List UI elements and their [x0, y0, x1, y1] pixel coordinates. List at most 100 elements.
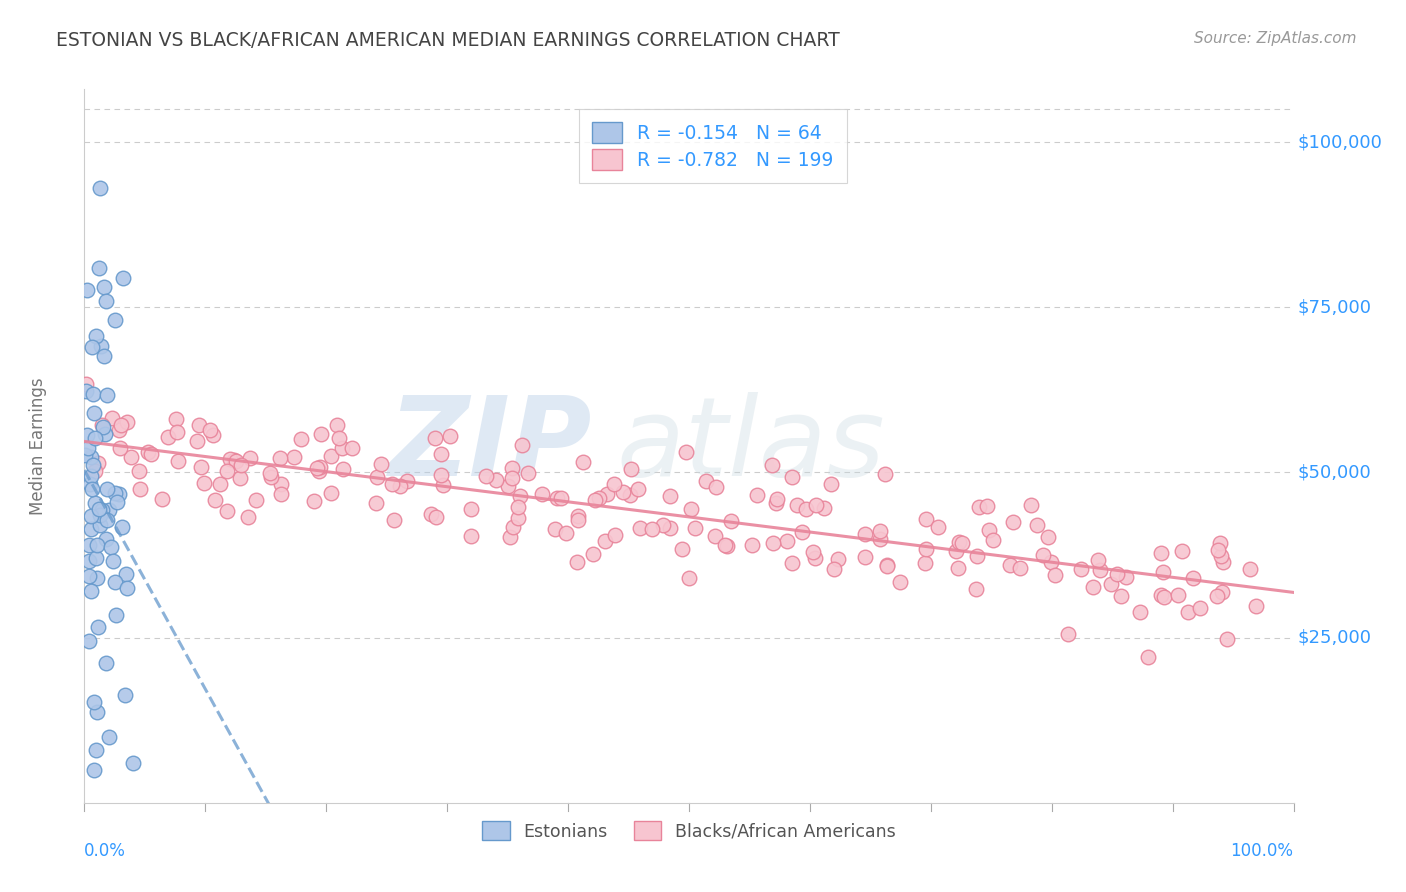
- Point: [619, 488, 641, 502]
- Point: [98, 502, 121, 516]
- Point: [620, 462, 643, 476]
- Text: Source: ZipAtlas.com: Source: ZipAtlas.com: [1194, 31, 1357, 46]
- Point: [1008, 561, 1031, 575]
- Point: [111, 270, 134, 285]
- Point: [419, 507, 441, 521]
- Point: [820, 477, 842, 491]
- Point: [695, 474, 717, 488]
- Point: [104, 486, 127, 500]
- Point: [1088, 563, 1111, 577]
- Point: [429, 467, 451, 482]
- Point: [714, 538, 737, 552]
- Point: [105, 495, 128, 509]
- Point: [508, 500, 530, 514]
- Point: [76, 427, 98, 442]
- Point: [641, 522, 664, 536]
- Point: [245, 492, 267, 507]
- Point: [550, 491, 572, 505]
- Point: [430, 447, 453, 461]
- Point: [567, 508, 589, 523]
- Point: [1244, 599, 1267, 613]
- Point: [77, 441, 100, 455]
- Point: [77, 634, 100, 648]
- Point: [485, 473, 508, 487]
- Point: [1087, 553, 1109, 567]
- Point: [565, 555, 588, 569]
- Point: [593, 534, 616, 549]
- Point: [803, 545, 825, 559]
- Point: [80, 584, 103, 599]
- Point: [79, 554, 101, 568]
- Point: [1212, 555, 1234, 569]
- Point: [93, 280, 115, 294]
- Point: [531, 487, 554, 501]
- Point: [813, 501, 835, 516]
- Point: [121, 756, 143, 771]
- Point: [675, 445, 697, 459]
- Point: [93, 426, 115, 441]
- Text: ESTONIAN VS BLACK/AFRICAN AMERICAN MEDIAN EARNINGS CORRELATION CHART: ESTONIAN VS BLACK/AFRICAN AMERICAN MEDIA…: [56, 31, 839, 50]
- Point: [499, 530, 522, 544]
- Point: [86, 620, 108, 634]
- Point: [659, 521, 682, 535]
- Point: [86, 743, 108, 757]
- Point: [678, 571, 700, 585]
- Point: [80, 340, 103, 354]
- Point: [104, 313, 127, 327]
- Point: [75, 377, 97, 392]
- Point: [998, 558, 1021, 573]
- Point: [762, 536, 785, 550]
- Point: [105, 607, 128, 622]
- Point: [1070, 562, 1092, 576]
- Point: [1149, 546, 1171, 560]
- Point: [86, 538, 108, 552]
- Point: [77, 538, 100, 552]
- Point: [475, 469, 498, 483]
- Point: [981, 533, 1004, 548]
- Point: [198, 423, 221, 437]
- Point: [107, 423, 129, 437]
- Point: [546, 491, 568, 505]
- Point: [950, 536, 973, 550]
- Point: [761, 458, 783, 473]
- Point: [747, 487, 769, 501]
- Point: [84, 464, 107, 478]
- Point: [309, 426, 332, 441]
- Point: [1181, 571, 1204, 585]
- Point: [83, 496, 105, 510]
- Point: [110, 417, 132, 432]
- Point: [1109, 589, 1132, 603]
- Point: [100, 540, 122, 554]
- Point: [596, 487, 619, 501]
- Point: [91, 502, 114, 516]
- Point: [193, 476, 215, 491]
- Point: [603, 477, 626, 491]
- Point: [967, 500, 990, 514]
- Point: [794, 502, 817, 516]
- Point: [460, 529, 482, 543]
- Point: [332, 462, 354, 476]
- Point: [236, 510, 259, 524]
- Point: [270, 487, 292, 501]
- Point: [225, 454, 247, 468]
- Point: [96, 513, 118, 527]
- Point: [704, 529, 727, 543]
- Point: [544, 522, 567, 536]
- Point: [976, 500, 998, 514]
- Point: [157, 430, 180, 444]
- Point: [186, 434, 208, 448]
- Point: [1099, 577, 1122, 591]
- Point: [965, 582, 987, 596]
- Point: [104, 575, 127, 590]
- Point: [627, 482, 650, 496]
- Point: [572, 454, 595, 468]
- Point: [790, 524, 813, 539]
- Point: [1019, 498, 1042, 512]
- Point: [91, 417, 114, 432]
- Point: [270, 476, 292, 491]
- Point: [321, 449, 343, 463]
- Point: [869, 524, 891, 538]
- Point: [84, 550, 107, 565]
- Point: [612, 484, 634, 499]
- Point: [583, 493, 606, 508]
